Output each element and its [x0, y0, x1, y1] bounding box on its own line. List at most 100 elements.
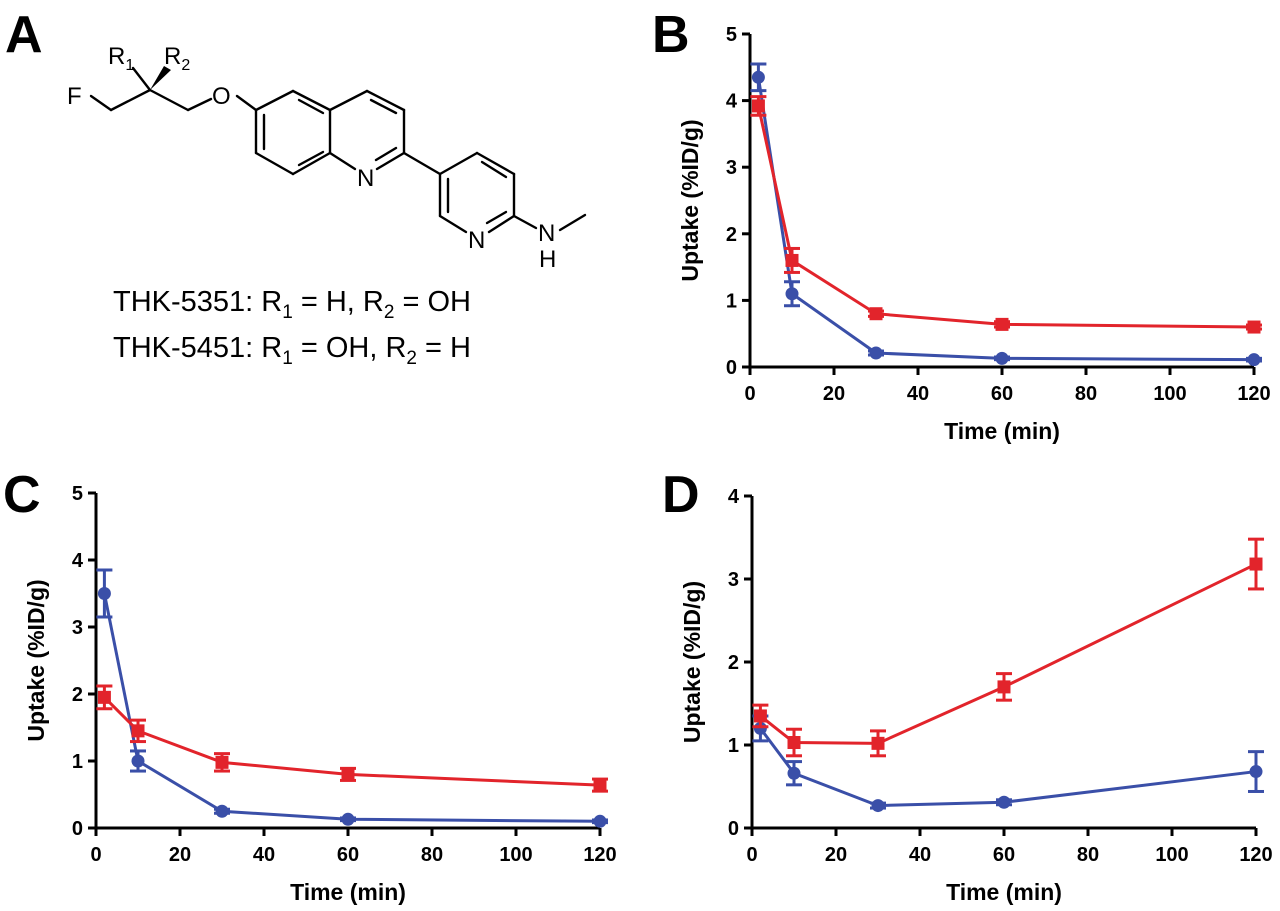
chart-panel-c: C 0 1 2 3 4 5 0 20 40 60 80 100 120 Time (min) Uptake (…	[3, 466, 617, 905]
bond-q-5	[328, 151, 357, 171]
panel-c-series-blue-point	[593, 814, 607, 828]
panel-b-series-red-point	[995, 317, 1009, 331]
panel-c-y-tick-label: 5	[72, 483, 83, 505]
panel-d-x-tick-label: 40	[909, 844, 931, 866]
bond-q-py	[402, 151, 442, 176]
panel-b-x-tick-label: 40	[907, 383, 929, 405]
compound-label-thk5451: THK-5451: R1 = OH, R2 = H	[113, 332, 471, 369]
panel-c-x-tick-label: 80	[421, 844, 443, 866]
bond-q-2	[365, 89, 406, 112]
panel-b-y-tick-label: 0	[726, 357, 737, 379]
panel-d-series-red-point	[753, 709, 767, 723]
bond-py-2	[475, 151, 516, 176]
atom-n-quinoline: N	[357, 165, 374, 192]
bond-py-d3	[485, 210, 508, 225]
molecule-bonds	[89, 66, 587, 234]
panel-b-y-tick-label: 4	[726, 91, 738, 113]
panel-c-x-tick-label: 20	[169, 844, 191, 866]
panel-c-letter: C	[3, 466, 41, 524]
panel-d-x-tick-label: 0	[746, 844, 757, 866]
wedge-bond-r2	[150, 66, 171, 90]
panel-b-series-blue-point	[1247, 353, 1261, 367]
panel-d-series-red-line	[759, 562, 1257, 745]
panel-b-x-axis-title: Time (min)	[944, 418, 1060, 444]
panel-b-series-blue-point	[785, 287, 799, 301]
panel-b-x-tick-label: 60	[991, 383, 1013, 405]
panel-d-y-tick-label: 0	[728, 818, 739, 840]
panel-d-x-tick-label: 60	[993, 844, 1015, 866]
bond-py-nh	[512, 214, 538, 230]
panel-b-x-tick-label: 20	[823, 383, 845, 405]
bond-q-4	[375, 151, 406, 171]
panel-d-x-tick-label: 20	[825, 844, 847, 866]
panel-d-y-tick-label: 1	[728, 735, 739, 757]
bond-nh-me	[558, 213, 587, 232]
bond-py-1	[438, 151, 479, 176]
panel-b-series-blue-line	[756, 77, 1255, 362]
panel-letter-a: A	[5, 6, 43, 64]
bond-q-d1	[369, 98, 398, 115]
panel-b-y-tick-label: 5	[726, 24, 737, 46]
panel-d-series-blue-point	[1249, 765, 1263, 779]
panel-c-x-axis-title: Time (min)	[290, 879, 406, 905]
panel-c-x-tick-label: 100	[499, 844, 532, 866]
panel-b-series-blue-point	[869, 346, 883, 360]
bond-py-4	[487, 214, 516, 234]
bond-c3-o	[186, 97, 213, 112]
panel-c-y-tick-label: 3	[72, 617, 83, 639]
structure-panel: A	[5, 6, 587, 369]
atom-nh-n: N	[538, 220, 555, 247]
panel-d-y-tick-label: 2	[728, 652, 739, 674]
bond-py-5	[438, 214, 468, 234]
bond-c1-c2	[109, 88, 152, 112]
bond-c2-c3	[148, 88, 190, 112]
panel-d-series-red-point	[871, 736, 885, 750]
panel-c-series-red-point	[593, 778, 607, 792]
panel-c-series-red-point	[97, 690, 111, 704]
panel-d-y-tick-label: 3	[728, 569, 739, 591]
panel-d-y-tick-label: 4	[728, 486, 740, 508]
panel-d-x-tick-label: 100	[1155, 844, 1188, 866]
panel-b-series-blue-point	[995, 351, 1009, 365]
panel-b-series-red-point	[1247, 320, 1261, 334]
panel-d-y-axis-title: Uptake (%ID/g)	[679, 581, 705, 743]
substituent-r2: R2	[164, 43, 190, 74]
panel-b-series-red-point	[869, 307, 883, 321]
bond-ring-5	[254, 151, 295, 176]
panel-c-x-tick-label: 40	[253, 844, 275, 866]
panel-c-y-tick-label: 4	[72, 550, 84, 572]
panel-d-series-red-point	[1249, 557, 1263, 571]
panel-c-series-blue-line	[102, 593, 601, 823]
bond-c2-r1	[131, 66, 152, 92]
panel-b-x-tick-label: 0	[744, 383, 755, 405]
panel-c-y-tick-label: 0	[72, 818, 83, 840]
panel-b-x-tick-label: 120	[1237, 383, 1270, 405]
panel-d-x-tick-label: 80	[1077, 844, 1099, 866]
atom-f: F	[67, 83, 82, 110]
bond-o-ring	[235, 94, 258, 112]
bond-q-d2	[374, 146, 398, 162]
panel-d-series-blue-point	[753, 721, 767, 735]
panel-b-y-tick-label: 2	[726, 224, 737, 246]
bond-ring-d1	[297, 98, 325, 115]
bond-ring-4	[291, 151, 332, 176]
panel-c-x-tick-label: 0	[90, 844, 101, 866]
panel-d-series-blue-point	[997, 795, 1011, 809]
panel-d-x-tick-label: 120	[1239, 844, 1272, 866]
panel-b-series-red-point	[751, 99, 765, 113]
panel-b-series-red-line	[756, 105, 1255, 329]
panel-b-y-tick-label: 3	[726, 157, 737, 179]
chart-panel-b: B 0 1 2 3 4 5 0 20 40 60 80 100 120 Time (min) Uptake (…	[652, 6, 1271, 444]
panel-c-series-red-point	[341, 767, 355, 781]
panel-b-y-tick-label: 1	[726, 290, 737, 312]
compound-label-thk5351: THK-5351: R1 = H, R2 = OH	[113, 286, 471, 323]
atom-nh-h: H	[539, 246, 556, 273]
panel-b-x-tick-label: 80	[1075, 383, 1097, 405]
panel-b-series-red-point	[785, 253, 799, 267]
panel-c-y-tick-label: 2	[72, 684, 83, 706]
panel-d-x-axis-title: Time (min)	[946, 879, 1062, 905]
panel-c-x-tick-label: 120	[583, 844, 616, 866]
panel-c-y-axis-title: Uptake (%ID/g)	[23, 579, 49, 741]
bond-py-d1	[480, 160, 508, 179]
